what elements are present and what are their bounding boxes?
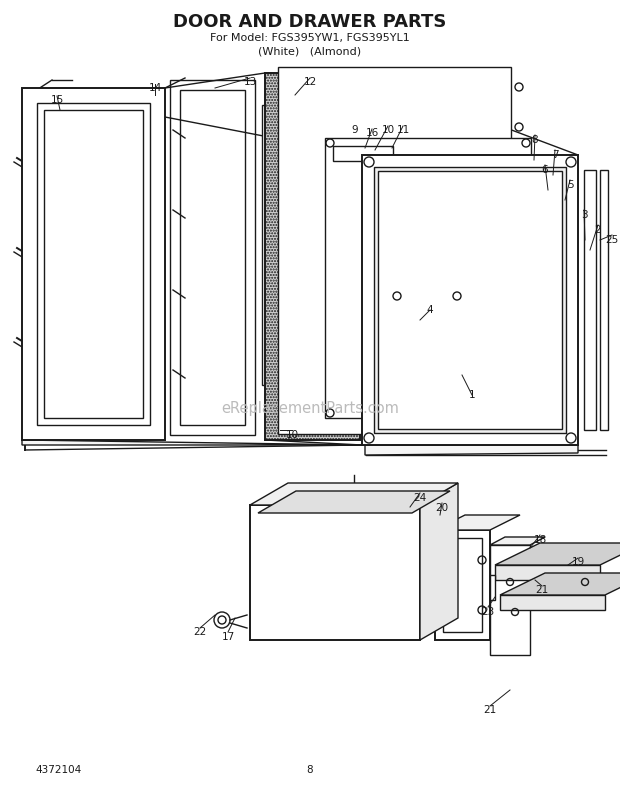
- Polygon shape: [495, 565, 600, 580]
- Polygon shape: [265, 73, 360, 440]
- Polygon shape: [378, 171, 562, 429]
- Polygon shape: [362, 155, 578, 445]
- Text: eReplacementParts.com: eReplacementParts.com: [221, 401, 399, 416]
- Text: 9: 9: [352, 125, 358, 135]
- Text: 8: 8: [532, 135, 538, 145]
- Text: 3: 3: [581, 210, 587, 220]
- Polygon shape: [333, 146, 393, 161]
- Text: 25: 25: [605, 235, 619, 245]
- Polygon shape: [250, 483, 458, 505]
- Text: 15: 15: [50, 95, 64, 105]
- Text: 12: 12: [303, 77, 317, 87]
- Polygon shape: [368, 78, 413, 435]
- Text: 6: 6: [542, 165, 548, 175]
- Polygon shape: [418, 75, 458, 432]
- Text: (White)   (Almond): (White) (Almond): [259, 46, 361, 56]
- Polygon shape: [283, 116, 489, 396]
- Text: 19: 19: [572, 557, 585, 567]
- Text: For Model: FGS395YW1, FGS395YL1: For Model: FGS395YW1, FGS395YL1: [210, 33, 410, 43]
- Polygon shape: [435, 530, 490, 640]
- Text: 23: 23: [481, 607, 495, 617]
- Text: 14: 14: [148, 83, 162, 93]
- Polygon shape: [22, 440, 578, 455]
- Polygon shape: [463, 72, 503, 429]
- Polygon shape: [495, 543, 620, 565]
- Polygon shape: [325, 138, 531, 418]
- Text: 2: 2: [595, 225, 601, 235]
- Text: 16: 16: [365, 128, 379, 138]
- Text: 22: 22: [193, 627, 206, 637]
- Polygon shape: [374, 167, 566, 433]
- Polygon shape: [584, 170, 596, 430]
- Polygon shape: [278, 67, 511, 434]
- Polygon shape: [490, 575, 495, 600]
- Polygon shape: [490, 537, 545, 545]
- Text: 24: 24: [414, 493, 427, 503]
- Text: 18: 18: [533, 535, 547, 545]
- Polygon shape: [517, 373, 529, 385]
- Text: 1: 1: [469, 390, 476, 400]
- Text: 10: 10: [381, 125, 394, 135]
- Text: 4372104: 4372104: [35, 765, 81, 775]
- Polygon shape: [374, 84, 407, 429]
- Text: 11: 11: [396, 125, 410, 135]
- Polygon shape: [517, 393, 529, 405]
- Polygon shape: [250, 505, 420, 640]
- Text: 4: 4: [427, 305, 433, 315]
- Polygon shape: [435, 515, 520, 530]
- Polygon shape: [490, 545, 530, 655]
- Text: 5: 5: [567, 180, 574, 190]
- Polygon shape: [258, 491, 450, 513]
- Polygon shape: [500, 573, 620, 595]
- Text: 7: 7: [552, 150, 559, 160]
- Text: 10: 10: [285, 430, 299, 440]
- Polygon shape: [262, 105, 468, 385]
- Polygon shape: [600, 170, 608, 430]
- Text: 21: 21: [484, 705, 497, 715]
- Polygon shape: [423, 80, 453, 427]
- Text: 8: 8: [307, 765, 313, 775]
- Text: DOOR AND DRAWER PARTS: DOOR AND DRAWER PARTS: [174, 13, 446, 31]
- Polygon shape: [22, 88, 165, 440]
- Text: 17: 17: [221, 632, 234, 642]
- Text: 13: 13: [244, 77, 257, 87]
- Text: 21: 21: [536, 585, 549, 595]
- Polygon shape: [420, 483, 458, 640]
- Polygon shape: [500, 595, 605, 610]
- Text: 20: 20: [435, 503, 448, 513]
